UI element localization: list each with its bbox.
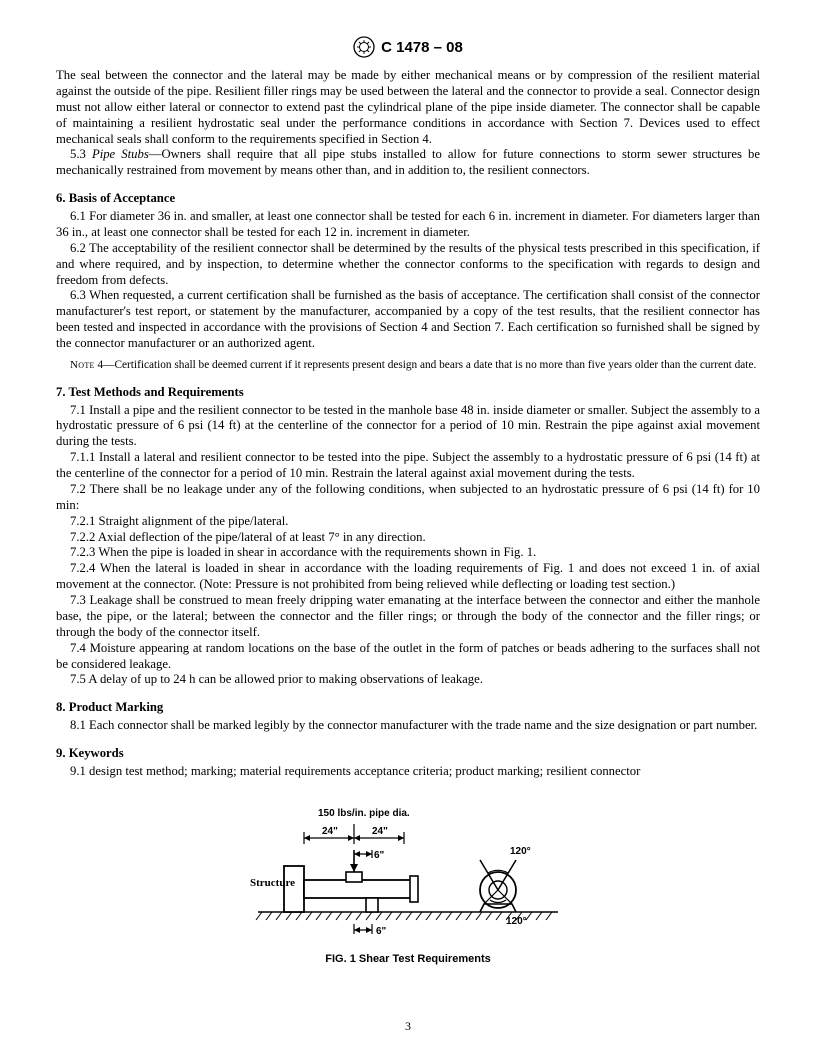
section-6-head: 6. Basis of Acceptance bbox=[56, 191, 760, 207]
p74: 7.4 Moisture appearing at random locatio… bbox=[56, 641, 760, 673]
p91: 9.1 design test method; marking; materia… bbox=[56, 764, 760, 780]
fig-dim-6a: 6" bbox=[374, 850, 385, 861]
note-num: 4— bbox=[95, 359, 115, 371]
p75: 7.5 A delay of up to 24 h can be allowed… bbox=[56, 672, 760, 688]
p722: 7.2.2 Axial deflection of the pipe/later… bbox=[56, 530, 760, 546]
p71: 7.1 Install a pipe and the resilient con… bbox=[56, 403, 760, 451]
fig-label-structure: Structure bbox=[250, 877, 295, 889]
p61: 6.1 For diameter 36 in. and smaller, at … bbox=[56, 209, 760, 241]
section-7-head: 7. Test Methods and Requirements bbox=[56, 385, 760, 401]
p53-italic: Pipe Stubs bbox=[92, 147, 149, 161]
astm-logo-icon bbox=[353, 36, 375, 58]
fig-ang-bot: 120° bbox=[506, 916, 527, 927]
p73: 7.3 Leakage shall be construed to mean f… bbox=[56, 593, 760, 641]
fig-ang-top: 120° bbox=[510, 846, 531, 857]
p72: 7.2 There shall be no leakage under any … bbox=[56, 482, 760, 514]
intro-p1: The seal between the connector and the l… bbox=[56, 68, 760, 147]
p711: 7.1.1 Install a lateral and resilient co… bbox=[56, 450, 760, 482]
document-header: C 1478 – 08 bbox=[56, 36, 760, 58]
note-label: Note bbox=[70, 359, 95, 371]
page: C 1478 – 08 The seal between the connect… bbox=[0, 0, 816, 1056]
p53-num: 5.3 bbox=[70, 147, 92, 161]
section-9-head: 9. Keywords bbox=[56, 746, 760, 762]
p63: 6.3 When requested, a current certificat… bbox=[56, 288, 760, 352]
p81: 8.1 Each connector shall be marked legib… bbox=[56, 718, 760, 734]
designation-text: C 1478 – 08 bbox=[381, 39, 463, 56]
p723: 7.2.3 When the pipe is loaded in shear i… bbox=[56, 545, 760, 561]
figure-1: Structure 24" 24" bbox=[56, 794, 760, 967]
note-4: Note 4—Certification shall be deemed cur… bbox=[56, 358, 760, 373]
body: The seal between the connector and the l… bbox=[56, 68, 760, 966]
p721: 7.2.1 Straight alignment of the pipe/lat… bbox=[56, 514, 760, 530]
fig-dim-24b: 24" bbox=[372, 826, 388, 837]
figure-caption: FIG. 1 Shear Test Requirements bbox=[56, 953, 760, 967]
note-text: Certification shall be deemed current if… bbox=[114, 359, 756, 371]
fig-dim-6b: 6" bbox=[376, 926, 387, 937]
page-number: 3 bbox=[0, 1019, 816, 1034]
p724: 7.2.4 When the lateral is loaded in shea… bbox=[56, 561, 760, 593]
section-8-head: 8. Product Marking bbox=[56, 700, 760, 716]
p53-rest: —Owners shall require that all pipe stub… bbox=[56, 147, 760, 177]
fig-dim-24a: 24" bbox=[322, 826, 338, 837]
fig-load-label: 150 lbs/in. pipe dia. bbox=[318, 808, 410, 819]
intro-p2: 5.3 Pipe Stubs—Owners shall require that… bbox=[56, 147, 760, 179]
figure-1-svg: Structure 24" 24" bbox=[248, 794, 568, 944]
p62: 6.2 The acceptability of the resilient c… bbox=[56, 241, 760, 289]
